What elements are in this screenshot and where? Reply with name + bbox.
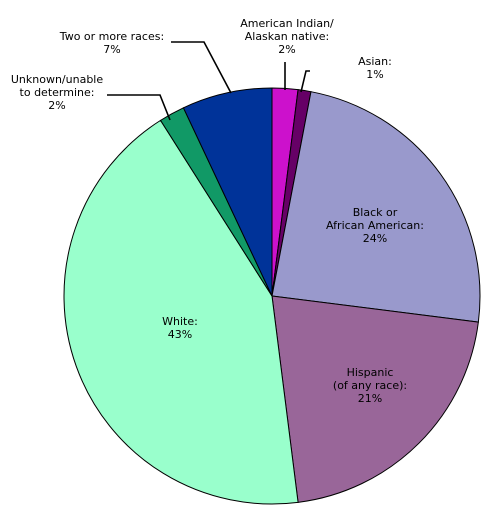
slice-label-0: American Indian/Alaskan native: 2% [240, 17, 334, 56]
slice-label-2: Black or African American: 24% [326, 206, 424, 245]
slice-label-line: Alaskan native: [245, 30, 330, 43]
slice-label-line: Two or more races: [59, 30, 164, 43]
slice-label-1: Asian: 1% [358, 55, 392, 81]
slice-label-line: American Indian/ [240, 17, 334, 30]
slice-label-line: 7% [103, 43, 120, 56]
slice-label-line: Black or [353, 206, 398, 219]
slice-label-line: 24% [363, 232, 387, 245]
slice-label-line: African American: [326, 219, 424, 232]
slice-label-5: Unknown/unable to determine: 2% [11, 73, 103, 112]
slice-label-line: 1% [366, 68, 383, 81]
pie-slice-2 [271, 91, 481, 323]
pie-slice-3 [271, 295, 479, 503]
slice-label-line: White: [162, 315, 198, 328]
pie-slice-6 [182, 87, 273, 297]
pie-slice-4 [63, 119, 299, 505]
slice-label-line: 21% [358, 392, 382, 405]
leader-line-1 [300, 70, 310, 93]
slice-label-line: Asian: [358, 55, 392, 68]
pie-slices [63, 87, 481, 505]
slice-label-line: (of any race): [333, 379, 407, 392]
slice-label-line: 43% [168, 328, 192, 341]
slice-label-line: 2% [48, 99, 65, 112]
slice-label-line: to determine: [20, 86, 95, 99]
leader-lines [107, 41, 310, 121]
slice-label-line: Hispanic [347, 366, 394, 379]
slice-label-4: White: 43% [162, 315, 198, 341]
leader-line-5 [107, 94, 171, 121]
slice-labels: American Indian/Alaskan native: 2%Asian: 1… [11, 17, 424, 405]
slice-label-line: 2% [278, 43, 295, 56]
leader-line-6 [171, 41, 232, 94]
slice-label-6: Two or more races: 7% [59, 30, 164, 56]
slice-label-line: Unknown/unable [11, 73, 103, 86]
slice-label-3: Hispanic (of any race): 21% [333, 366, 407, 405]
